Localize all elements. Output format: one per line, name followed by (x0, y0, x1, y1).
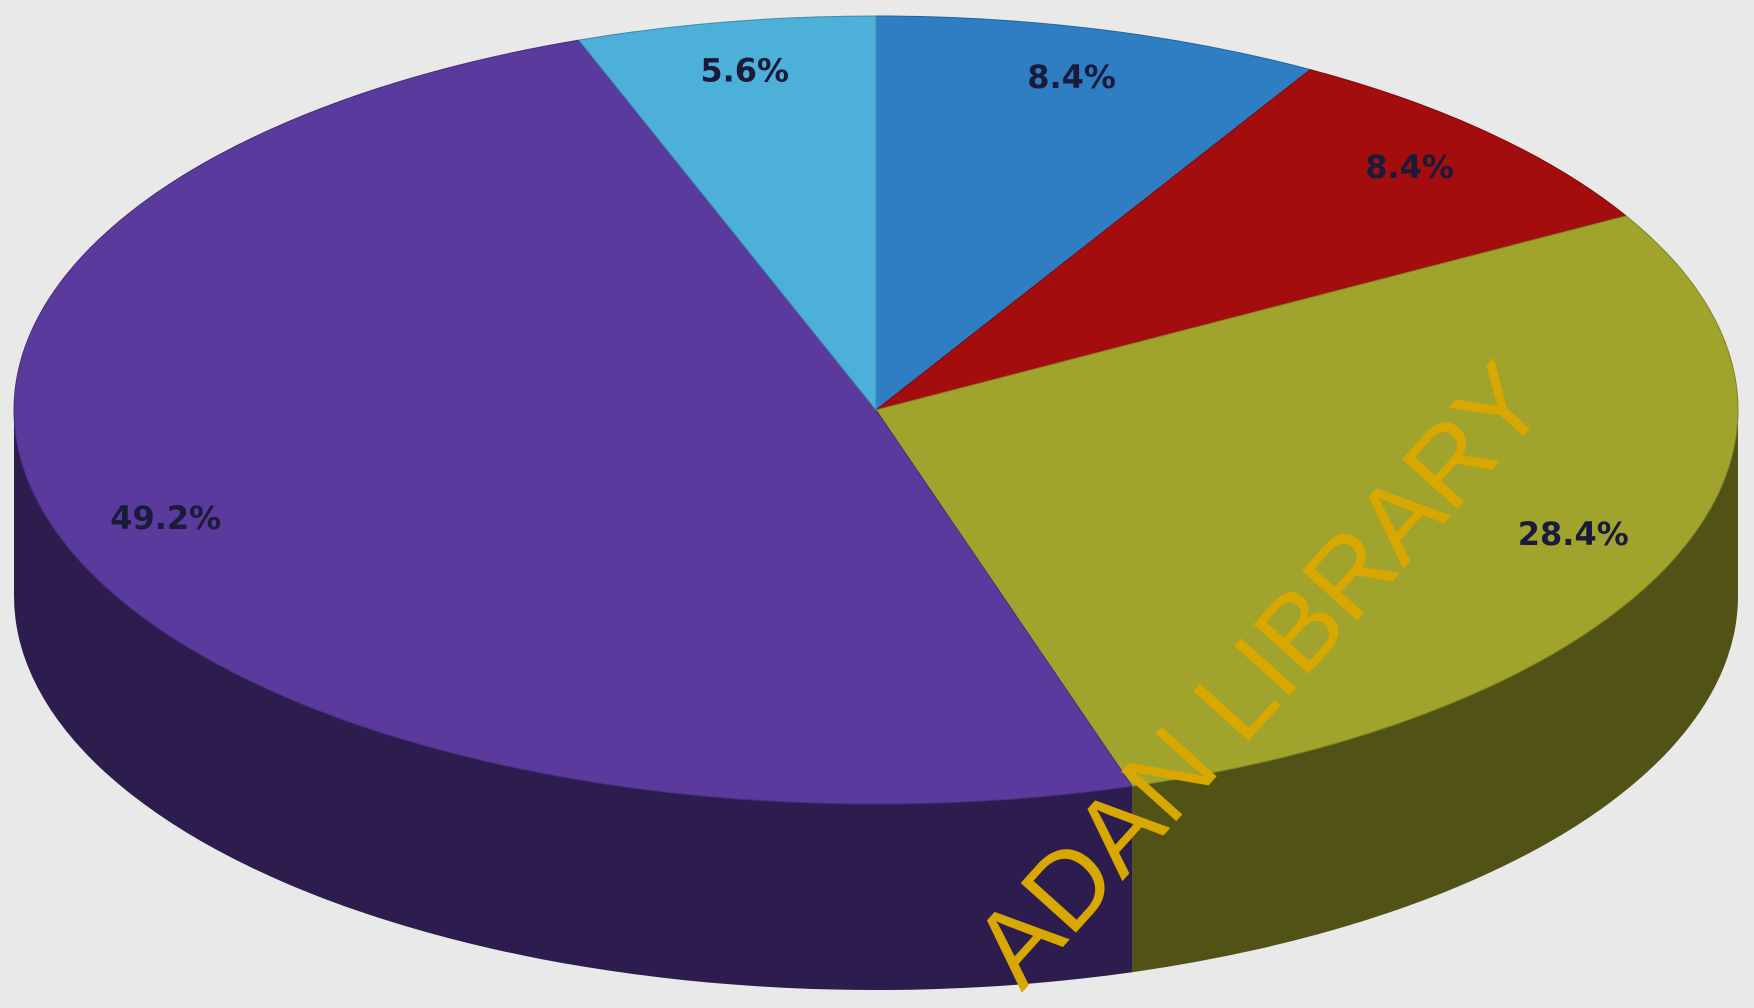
data-label: 5.6% (700, 52, 789, 90)
data-label: 28.4% (1518, 515, 1629, 553)
pie-tops (13, 15, 1739, 805)
data-label: 8.4% (1365, 148, 1454, 186)
pie-slice (577, 15, 877, 412)
pie-slice (875, 69, 1628, 411)
data-label: 49.2% (110, 499, 221, 537)
pie-slice (13, 39, 1133, 805)
pie-slice (875, 215, 1739, 787)
data-label: 8.4% (1027, 58, 1116, 96)
pie-side (1132, 410, 1738, 973)
pie-side (14, 410, 1133, 990)
pie-sides (14, 410, 1738, 990)
data-labels: 8.4% 8.4% 28.4% 49.2% 5.6% (110, 52, 1629, 554)
pie-slice (875, 15, 1312, 412)
